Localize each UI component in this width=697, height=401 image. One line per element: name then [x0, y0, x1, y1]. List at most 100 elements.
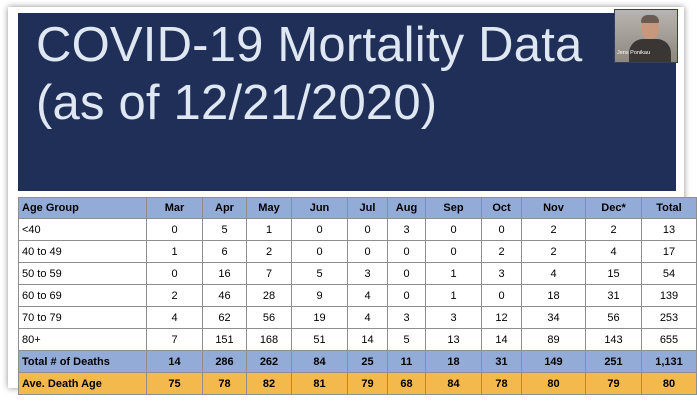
table-row: 50 to 59 0 16 7 5 3 0 1 3 4 15 54	[18, 262, 697, 285]
death-count-cell: 0	[387, 262, 426, 285]
death-count-cell: 1	[425, 262, 482, 285]
death-count-cell: 46	[202, 284, 247, 307]
death-count-cell: 31	[585, 284, 642, 307]
death-count-cell: 2	[146, 284, 203, 307]
death-count-cell: 2	[246, 240, 292, 263]
mortality-table: Age Group Mar Apr May Jun Jul Aug Sep Oct Nov Dec*…	[18, 197, 697, 395]
death-count-cell: 1	[246, 218, 292, 241]
summary-cell: 81	[291, 372, 348, 395]
death-count-cell: 56	[246, 306, 292, 329]
death-count-cell: 5	[387, 328, 426, 351]
column-header: Age Group	[18, 197, 147, 219]
column-header: Jun	[291, 197, 348, 219]
death-count-cell: 0	[347, 218, 388, 241]
death-count-cell: 89	[521, 328, 586, 351]
death-count-cell: 13	[641, 218, 697, 241]
average-death-age-row: Ave. Death Age 75 78 82 81 79 68 84 78 80 79 80	[18, 372, 697, 395]
death-count-cell: 5	[291, 262, 348, 285]
death-count-cell: 5	[202, 218, 247, 241]
death-count-cell: 1	[146, 240, 203, 263]
death-count-cell: 4	[347, 306, 388, 329]
death-count-cell: 143	[585, 328, 642, 351]
summary-cell: 75	[146, 372, 203, 395]
death-count-cell: 4	[347, 284, 388, 307]
death-count-cell: 3	[481, 262, 522, 285]
presenter-name: Jens Ponikau	[617, 50, 651, 56]
column-header: Total	[641, 197, 697, 219]
death-count-cell: 0	[481, 284, 522, 307]
death-count-cell: 0	[425, 240, 482, 263]
table-row: 80+ 7 151 168 51 14 5 13 14 89 143 655	[18, 328, 697, 351]
summary-cell: 251	[585, 350, 642, 373]
death-count-cell: 56	[585, 306, 642, 329]
death-count-cell: 4	[585, 240, 642, 263]
summary-cell: 68	[387, 372, 426, 395]
summary-cell: 1,131	[641, 350, 697, 373]
summary-cell: 14	[146, 350, 203, 373]
death-count-cell: 3	[347, 262, 388, 285]
age-group-cell: 40 to 49	[18, 240, 147, 263]
slide-title-area: COVID-19 Mortality Data (as of 12/21/202…	[18, 13, 676, 191]
death-count-cell: 15	[585, 262, 642, 285]
table-header-row: Age Group Mar Apr May Jun Jul Aug Sep Oct Nov Dec*…	[18, 197, 697, 219]
age-group-cell: 80+	[18, 328, 147, 351]
summary-cell: 78	[481, 372, 522, 395]
column-header: Jul	[347, 197, 388, 219]
total-deaths-row: Total # of Deaths 14 286 262 84 25 11 18 31 149 25…	[18, 350, 697, 373]
table-row: 60 to 69 2 46 28 9 4 0 1 0 18 31 139	[18, 284, 697, 307]
death-count-cell: 168	[246, 328, 292, 351]
summary-cell: 31	[481, 350, 522, 373]
summary-cell: 82	[246, 372, 292, 395]
presenter-body	[629, 39, 671, 62]
death-count-cell: 7	[146, 328, 203, 351]
death-count-cell: 54	[641, 262, 697, 285]
death-count-cell: 0	[146, 218, 203, 241]
death-count-cell: 14	[347, 328, 388, 351]
summary-cell: 149	[521, 350, 586, 373]
death-count-cell: 0	[291, 218, 348, 241]
table-row: 40 to 49 1 6 2 0 0 0 0 2 2 4 17	[18, 240, 697, 263]
column-header: Mar	[146, 197, 203, 219]
death-count-cell: 0	[387, 240, 426, 263]
death-count-cell: 0	[146, 262, 203, 285]
presenter-webcam[interactable]: Jens Ponikau	[614, 9, 678, 63]
summary-cell: 80	[641, 372, 697, 395]
slide-title: COVID-19 Mortality Data	[36, 18, 583, 72]
death-count-cell: 18	[521, 284, 586, 307]
death-count-cell: 0	[347, 240, 388, 263]
summary-cell: 18	[425, 350, 482, 373]
death-count-cell: 151	[202, 328, 247, 351]
death-count-cell: 7	[246, 262, 292, 285]
column-header: May	[246, 197, 292, 219]
column-header: Dec*	[585, 197, 642, 219]
summary-cell: 286	[202, 350, 247, 373]
death-count-cell: 13	[425, 328, 482, 351]
death-count-cell: 2	[585, 218, 642, 241]
summary-cell: 11	[387, 350, 426, 373]
row-label-cell: Total # of Deaths	[18, 350, 147, 373]
death-count-cell: 0	[425, 218, 482, 241]
table-row: 70 to 79 4 62 56 19 4 3 3 12 34 56 253	[18, 306, 697, 329]
death-count-cell: 2	[481, 240, 522, 263]
summary-cell: 79	[347, 372, 388, 395]
age-group-cell: 50 to 59	[18, 262, 147, 285]
column-header: Oct	[481, 197, 522, 219]
death-count-cell: 4	[146, 306, 203, 329]
death-count-cell: 14	[481, 328, 522, 351]
death-count-cell: 62	[202, 306, 247, 329]
summary-cell: 84	[425, 372, 482, 395]
death-count-cell: 3	[387, 218, 426, 241]
age-group-cell: <40	[18, 218, 147, 241]
presenter-hair	[641, 15, 659, 23]
death-count-cell: 17	[641, 240, 697, 263]
death-count-cell: 3	[387, 306, 426, 329]
death-count-cell: 51	[291, 328, 348, 351]
summary-cell: 84	[291, 350, 348, 373]
column-header: Apr	[202, 197, 247, 219]
death-count-cell: 253	[641, 306, 697, 329]
summary-cell: 262	[246, 350, 292, 373]
death-count-cell: 19	[291, 306, 348, 329]
death-count-cell: 4	[521, 262, 586, 285]
death-count-cell: 139	[641, 284, 697, 307]
death-count-cell: 28	[246, 284, 292, 307]
